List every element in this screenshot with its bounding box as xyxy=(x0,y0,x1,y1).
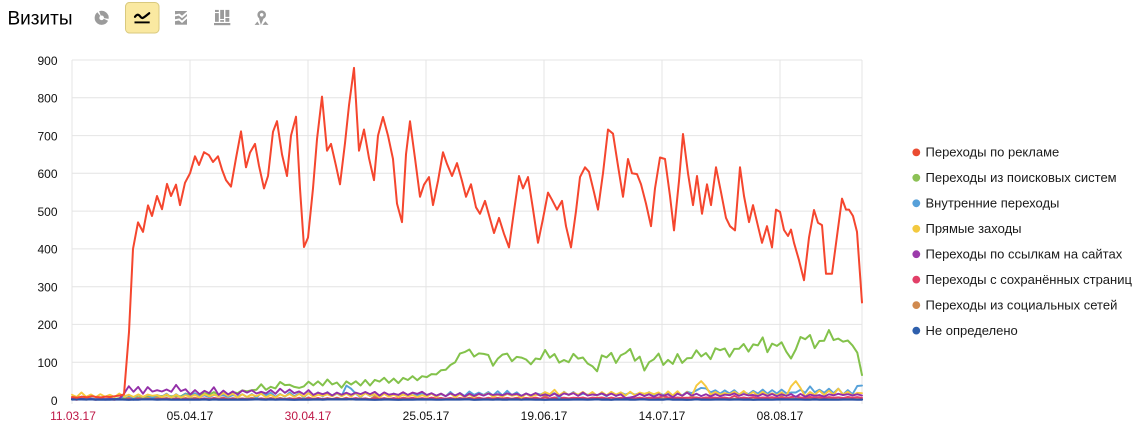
svg-text:400: 400 xyxy=(37,243,57,257)
svg-text:200: 200 xyxy=(37,318,57,332)
svg-text:600: 600 xyxy=(37,167,57,181)
svg-text:300: 300 xyxy=(37,281,57,295)
svg-text:Визиты: Визиты xyxy=(8,8,73,29)
svg-text:700: 700 xyxy=(37,129,57,143)
svg-text:Переходы по ссылкам на сайтах: Переходы по ссылкам на сайтах xyxy=(926,247,1123,262)
svg-text:Прямые заходы: Прямые заходы xyxy=(926,221,1022,236)
svg-text:08.08.17: 08.08.17 xyxy=(757,409,804,423)
svg-text:100: 100 xyxy=(37,356,57,370)
svg-text:Переходы из поисковых систем: Переходы из поисковых систем xyxy=(926,170,1117,185)
svg-text:Внутренние переходы: Внутренние переходы xyxy=(926,196,1060,211)
svg-text:Переходы из социальных сетей: Переходы из социальных сетей xyxy=(926,297,1118,312)
svg-text:Не определено: Не определено xyxy=(926,323,1018,338)
svg-text:Переходы с сохранённых страниц: Переходы с сохранённых страниц xyxy=(926,272,1133,287)
svg-text:14.07.17: 14.07.17 xyxy=(639,409,686,423)
svg-text:05.04.17: 05.04.17 xyxy=(167,409,214,423)
svg-text:Переходы по рекламе: Переходы по рекламе xyxy=(926,145,1060,160)
svg-text:500: 500 xyxy=(37,205,57,219)
svg-text:0: 0 xyxy=(51,394,58,408)
svg-text:900: 900 xyxy=(37,54,57,68)
svg-text:30.04.17: 30.04.17 xyxy=(285,409,332,423)
svg-text:800: 800 xyxy=(37,92,57,106)
svg-text:19.06.17: 19.06.17 xyxy=(521,409,568,423)
svg-text:25.05.17: 25.05.17 xyxy=(403,409,450,423)
svg-text:11.03.17: 11.03.17 xyxy=(50,409,96,423)
